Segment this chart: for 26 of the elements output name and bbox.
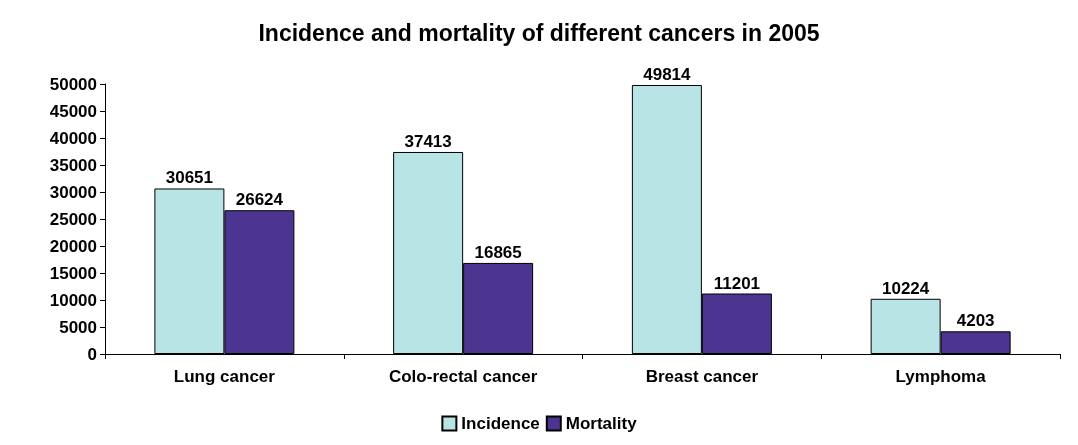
- y-tick-label: 5000: [59, 317, 97, 337]
- data-label: 16865: [474, 242, 522, 262]
- legend-label: Incidence: [461, 414, 540, 433]
- y-tick-label: 20000: [49, 236, 97, 256]
- data-label: 49814: [643, 65, 692, 84]
- y-tick-label: 50000: [49, 74, 97, 94]
- data-label: 26624: [235, 190, 284, 210]
- x-tick-label: Lung cancer: [173, 367, 276, 386]
- data-label: 37413: [404, 131, 452, 151]
- data-label: 11201: [713, 273, 761, 293]
- y-tick-label: 30000: [49, 182, 97, 202]
- x-tick-label: Colo-rectal cancer: [388, 367, 538, 386]
- data-label: 10224: [881, 278, 930, 298]
- y-tick-label: 40000: [49, 128, 97, 148]
- data-label: 30651: [165, 168, 214, 188]
- y-tick-label: 35000: [49, 155, 97, 175]
- data-label: 4203: [956, 311, 995, 331]
- chart-title: Incidence and mortality of different cancers in 2005: [258, 19, 820, 46]
- y-tick-label: 15000: [49, 263, 97, 283]
- y-tick-label: 45000: [49, 101, 97, 121]
- y-tick-label: 25000: [49, 209, 97, 229]
- legend-label: Mortality: [565, 414, 638, 433]
- x-tick-label: Lymphoma: [895, 367, 987, 386]
- y-tick-label: 10000: [49, 290, 97, 310]
- x-tick-label: Breast cancer: [645, 367, 759, 386]
- y-tick-label: 0: [87, 344, 97, 364]
